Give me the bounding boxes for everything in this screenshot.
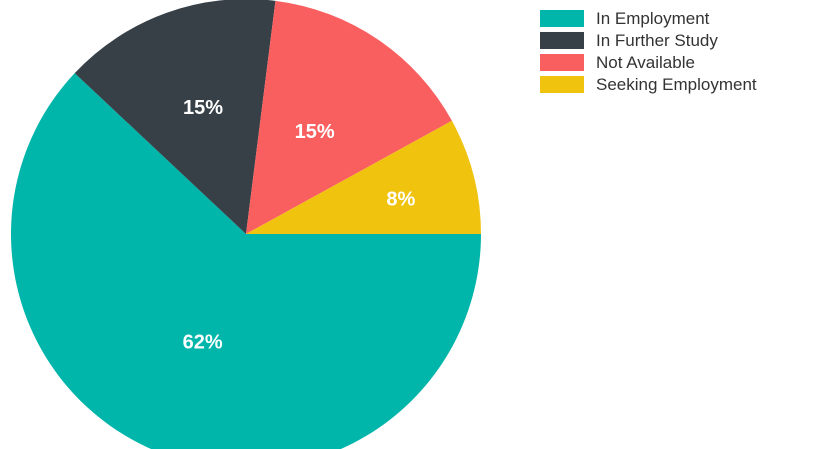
- legend-swatch-in-further-study: [540, 32, 584, 49]
- pie-slice-labels: 62% 15% 15% 8%: [183, 97, 416, 354]
- slice-label-in-further-study: 15%: [183, 97, 223, 119]
- legend-swatch-in-employment: [540, 10, 584, 27]
- slice-label-not-available: 15%: [295, 121, 335, 143]
- pie-slice-in-employment: [11, 73, 481, 449]
- pie-slice-in-further-study: [74, 0, 276, 234]
- legend: In Employment In Further Study Not Availab…: [540, 9, 757, 94]
- legend-label-in-further-study: In Further Study: [596, 31, 718, 50]
- legend-swatch-seeking-employment: [540, 76, 584, 93]
- legend-swatch-not-available: [540, 54, 584, 71]
- slice-label-in-employment: 62%: [183, 331, 223, 353]
- pie-slice-seeking-employment: [246, 120, 481, 234]
- pie-slices: [11, 0, 481, 449]
- legend-label-in-employment: In Employment: [596, 9, 710, 28]
- pie-slice-not-available: [246, 0, 452, 234]
- legend-label-seeking-employment: Seeking Employment: [596, 75, 757, 94]
- slice-label-seeking-employment: 8%: [386, 189, 415, 211]
- legend-label-not-available: Not Available: [596, 53, 695, 72]
